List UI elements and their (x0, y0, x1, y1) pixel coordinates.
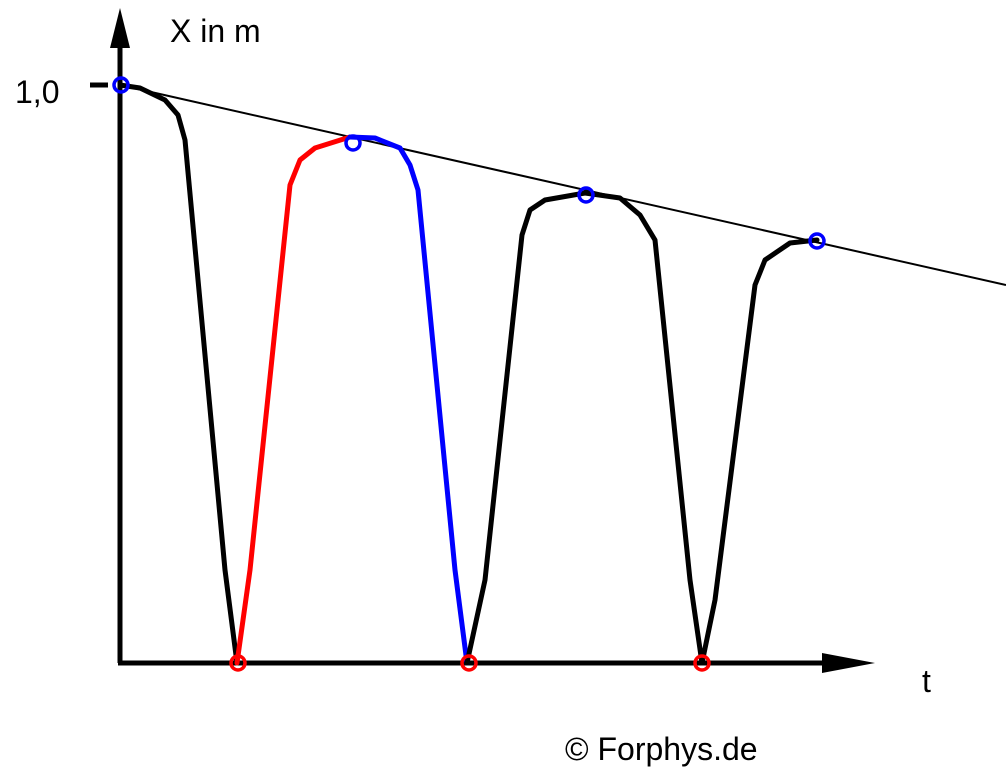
y-axis-label: X in m (170, 13, 261, 49)
peak-marker (577, 186, 595, 204)
peak-marker (344, 134, 362, 152)
bounce-marker (693, 654, 711, 672)
y-tick-label: 1,0 (15, 74, 59, 110)
x-axis-arrow (822, 653, 875, 673)
peak-marker (112, 76, 130, 94)
copyright: © Forphys.de (565, 731, 758, 767)
envelope-line (119, 84, 1006, 286)
bounce-marker (229, 654, 247, 672)
x-axis-label: t (922, 663, 931, 699)
curve-segment-rising (234, 134, 353, 666)
curve-segment (464, 190, 820, 666)
y-axis-arrow (110, 8, 130, 48)
peak-marker (808, 232, 826, 250)
bounce-marker (460, 654, 478, 672)
curve-segment-falling (347, 134, 470, 666)
curve-segment (117, 82, 240, 666)
